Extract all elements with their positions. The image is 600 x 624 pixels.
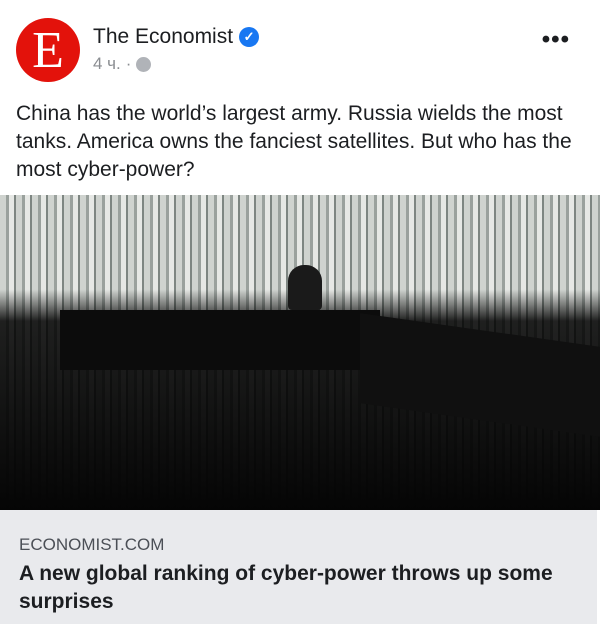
avatar[interactable]: E (16, 18, 80, 82)
link-headline[interactable]: A new global ranking of cyber-power thro… (19, 562, 553, 613)
author-label[interactable]: The Economist (93, 25, 234, 48)
globe-icon (136, 56, 152, 72)
verified-badge-icon: ✓ (239, 27, 260, 47)
more-options-button[interactable]: ••• (541, 26, 570, 53)
image-monitors (360, 313, 600, 437)
separator: · (125, 54, 132, 73)
post-time[interactable]: 4 ч. (93, 54, 121, 73)
post-text: China has the world’s largest army. Russ… (16, 102, 572, 181)
image-desk (60, 310, 380, 370)
post-meta: 4 ч. · (93, 54, 152, 74)
link-domain: ECONOMIST.COM (19, 535, 165, 554)
post-image[interactable] (0, 195, 600, 510)
image-person (288, 265, 322, 310)
author-name[interactable]: The Economist ✓ (93, 25, 260, 49)
link-preview[interactable]: ECONOMIST.COM A new global ranking of cy… (0, 510, 597, 624)
